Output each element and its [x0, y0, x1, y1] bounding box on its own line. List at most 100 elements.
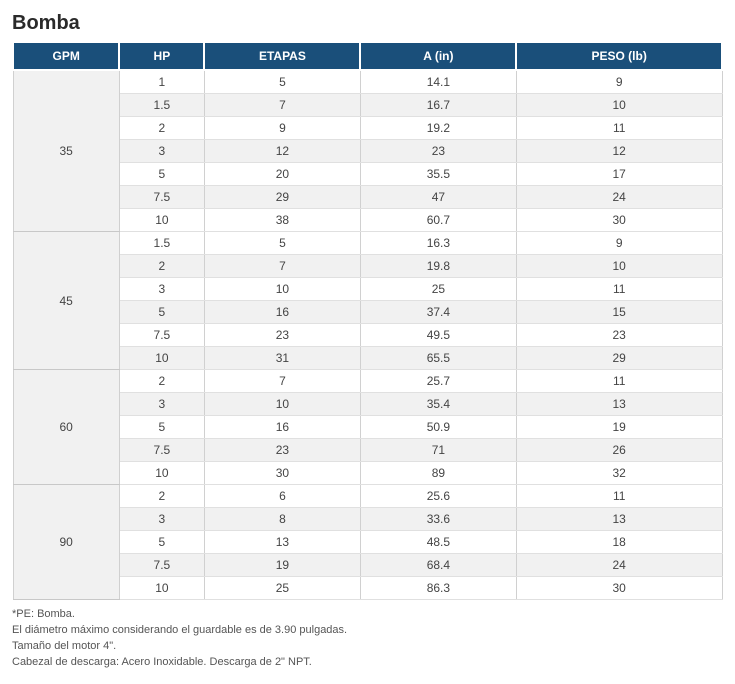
table-row: 31035.413	[13, 393, 722, 416]
cell-peso: 12	[516, 140, 722, 163]
table-row: 103860.730	[13, 209, 722, 232]
cell-peso: 11	[516, 370, 722, 393]
cell-etapas: 12	[204, 140, 360, 163]
cell-hp: 3	[119, 393, 204, 416]
cell-etapas: 25	[204, 577, 360, 600]
cell-peso: 32	[516, 462, 722, 485]
table-row: 7.5294724	[13, 186, 722, 209]
col-a: A (in)	[360, 42, 516, 70]
cell-etapas: 5	[204, 232, 360, 255]
table-header-row: GPM HP ETAPAS A (in) PESO (lb)	[13, 42, 722, 70]
footnotes: *PE: Bomba. El diámetro máximo considera…	[12, 608, 723, 668]
table-row: 10308932	[13, 462, 722, 485]
cell-etapas: 6	[204, 485, 360, 508]
table-row: 51348.518	[13, 531, 722, 554]
cell-a: 19.2	[360, 117, 516, 140]
gpm-cell: 90	[13, 485, 119, 600]
cell-peso: 19	[516, 416, 722, 439]
cell-a: 47	[360, 186, 516, 209]
table-row: 902625.611	[13, 485, 722, 508]
cell-hp: 5	[119, 531, 204, 554]
table-row: 7.51968.424	[13, 554, 722, 577]
table-row: 3833.613	[13, 508, 722, 531]
cell-peso: 10	[516, 94, 722, 117]
cell-hp: 10	[119, 462, 204, 485]
cell-a: 49.5	[360, 324, 516, 347]
cell-a: 25.6	[360, 485, 516, 508]
cell-etapas: 16	[204, 301, 360, 324]
cell-hp: 5	[119, 416, 204, 439]
col-peso: PESO (lb)	[516, 42, 722, 70]
cell-peso: 26	[516, 439, 722, 462]
col-etapas: ETAPAS	[204, 42, 360, 70]
cell-a: 71	[360, 439, 516, 462]
cell-a: 14.1	[360, 70, 516, 94]
cell-etapas: 7	[204, 255, 360, 278]
table-row: 2719.810	[13, 255, 722, 278]
gpm-cell: 35	[13, 70, 119, 232]
cell-hp: 2	[119, 485, 204, 508]
cell-hp: 10	[119, 347, 204, 370]
table-row: 351514.19	[13, 70, 722, 94]
col-gpm: GPM	[13, 42, 119, 70]
gpm-cell: 45	[13, 232, 119, 370]
table-row: 2919.211	[13, 117, 722, 140]
cell-peso: 24	[516, 554, 722, 577]
cell-a: 86.3	[360, 577, 516, 600]
cell-etapas: 31	[204, 347, 360, 370]
cell-a: 19.8	[360, 255, 516, 278]
cell-etapas: 23	[204, 324, 360, 347]
table-row: 103165.529	[13, 347, 722, 370]
cell-a: 50.9	[360, 416, 516, 439]
cell-hp: 10	[119, 209, 204, 232]
cell-a: 60.7	[360, 209, 516, 232]
cell-a: 68.4	[360, 554, 516, 577]
cell-a: 48.5	[360, 531, 516, 554]
cell-etapas: 9	[204, 117, 360, 140]
table-row: 52035.517	[13, 163, 722, 186]
cell-peso: 13	[516, 508, 722, 531]
table-row: 7.52349.523	[13, 324, 722, 347]
cell-a: 35.5	[360, 163, 516, 186]
cell-a: 25.7	[360, 370, 516, 393]
cell-etapas: 29	[204, 186, 360, 209]
footnote: Tamaño del motor 4".	[12, 640, 723, 652]
table-row: 7.5237126	[13, 439, 722, 462]
cell-etapas: 13	[204, 531, 360, 554]
footnote: El diámetro máximo considerando el guard…	[12, 624, 723, 636]
footnote: *PE: Bomba.	[12, 608, 723, 620]
cell-peso: 24	[516, 186, 722, 209]
cell-peso: 11	[516, 485, 722, 508]
cell-hp: 7.5	[119, 439, 204, 462]
table-row: 3102511	[13, 278, 722, 301]
cell-hp: 2	[119, 117, 204, 140]
table-row: 3122312	[13, 140, 722, 163]
cell-peso: 17	[516, 163, 722, 186]
gpm-cell: 60	[13, 370, 119, 485]
cell-peso: 11	[516, 117, 722, 140]
cell-a: 35.4	[360, 393, 516, 416]
cell-etapas: 38	[204, 209, 360, 232]
table-row: 102586.330	[13, 577, 722, 600]
cell-hp: 2	[119, 370, 204, 393]
cell-hp: 1.5	[119, 94, 204, 117]
cell-a: 16.7	[360, 94, 516, 117]
cell-a: 89	[360, 462, 516, 485]
cell-peso: 15	[516, 301, 722, 324]
table-row: 451.5516.39	[13, 232, 722, 255]
cell-hp: 3	[119, 140, 204, 163]
cell-etapas: 7	[204, 370, 360, 393]
cell-a: 33.6	[360, 508, 516, 531]
cell-a: 16.3	[360, 232, 516, 255]
cell-a: 65.5	[360, 347, 516, 370]
table-row: 51637.415	[13, 301, 722, 324]
cell-peso: 11	[516, 278, 722, 301]
pump-table: GPM HP ETAPAS A (in) PESO (lb) 351514.19…	[12, 41, 723, 600]
cell-etapas: 7	[204, 94, 360, 117]
cell-hp: 3	[119, 508, 204, 531]
cell-etapas: 30	[204, 462, 360, 485]
footnote: Cabezal de descarga: Acero Inoxidable. D…	[12, 656, 723, 668]
cell-peso: 9	[516, 232, 722, 255]
cell-hp: 7.5	[119, 554, 204, 577]
cell-hp: 1.5	[119, 232, 204, 255]
